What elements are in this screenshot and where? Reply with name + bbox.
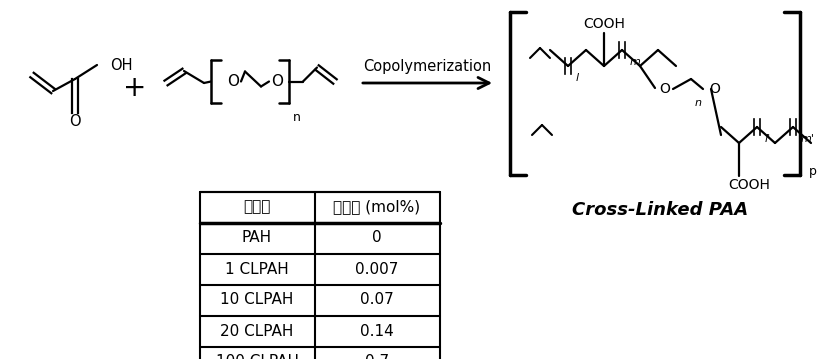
Text: l': l' <box>765 134 771 144</box>
Text: 0.14: 0.14 <box>360 323 394 339</box>
Text: 0: 0 <box>372 230 381 246</box>
Text: 製品名: 製品名 <box>243 200 271 214</box>
Text: +: + <box>123 74 147 102</box>
Text: OH: OH <box>110 57 132 73</box>
Text: 架橋度 (mol%): 架橋度 (mol%) <box>333 200 420 214</box>
Text: 20 CLPAH: 20 CLPAH <box>220 323 293 339</box>
Text: 0.007: 0.007 <box>356 261 399 276</box>
Text: PAH: PAH <box>242 230 272 246</box>
Text: 0.07: 0.07 <box>360 293 394 308</box>
Text: O: O <box>227 74 239 89</box>
Text: 100 CLPAH: 100 CLPAH <box>215 354 298 359</box>
Text: O: O <box>69 113 81 129</box>
Text: 10 CLPAH: 10 CLPAH <box>220 293 293 308</box>
Text: COOH: COOH <box>583 17 625 31</box>
Text: COOH: COOH <box>728 178 770 192</box>
Text: Cross-Linked PAA: Cross-Linked PAA <box>572 201 748 219</box>
Text: m: m <box>630 57 641 67</box>
Text: n: n <box>293 111 301 124</box>
Text: m': m' <box>801 134 815 144</box>
Text: 0.7: 0.7 <box>365 354 389 359</box>
Text: O: O <box>271 74 283 89</box>
Text: 1 CLPAH: 1 CLPAH <box>225 261 289 276</box>
Text: n: n <box>695 98 701 108</box>
Text: p: p <box>809 164 817 177</box>
Text: Copolymerization: Copolymerization <box>363 60 492 75</box>
Text: l: l <box>576 73 579 83</box>
Text: O: O <box>660 82 671 96</box>
Text: O: O <box>710 82 720 96</box>
